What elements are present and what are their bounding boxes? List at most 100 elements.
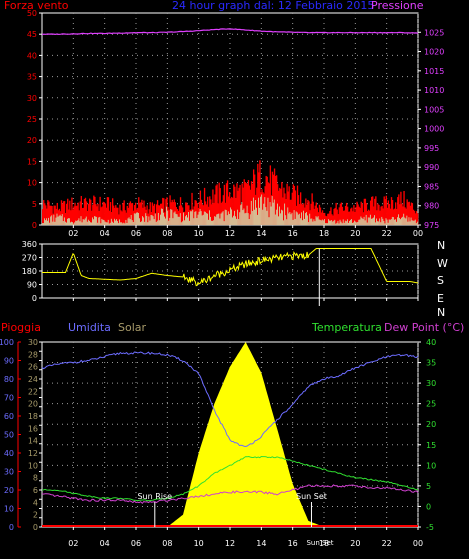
wind-average-bar (63, 217, 65, 225)
wind-gust-bar (156, 200, 159, 225)
wind-gust-bar (115, 205, 117, 225)
wind-gust-bar (77, 202, 79, 225)
right-y-tick-label: 980 (424, 202, 439, 211)
wind-gust-bar (315, 202, 317, 225)
wind-gust-bar (414, 213, 417, 225)
wind-average-bar (301, 212, 302, 225)
wind-average-bar (326, 223, 327, 225)
wind-average-bar (264, 197, 266, 225)
wind-gust-bar (187, 205, 189, 225)
x-tick-label: 20 (350, 229, 360, 238)
wind-average-bar (163, 212, 164, 225)
wind-gust-bar (396, 208, 398, 225)
wind-average-bar (330, 220, 331, 225)
wind-gust-bar (256, 187, 258, 225)
right-y-tick-label: 990 (424, 163, 439, 172)
wind-average-bar (178, 216, 180, 225)
wind-average-bar (263, 203, 265, 225)
wind-average-bar (166, 206, 168, 225)
temperature-y-tick-label: 30 (426, 379, 436, 388)
wind-average-bar (180, 222, 182, 225)
wind-gust-bar (208, 206, 210, 225)
wind-average-bar (283, 220, 284, 225)
wind-average-bar (233, 215, 234, 225)
wind-gust-bar (294, 190, 297, 225)
wind-average-bar (62, 221, 64, 225)
wind-gust-bar (118, 214, 120, 225)
left-y-tick-label: 10 (27, 179, 37, 188)
left-y-tick-label: 0 (32, 221, 37, 230)
wind-gust-bar (139, 202, 141, 225)
wind-average-bar (412, 220, 414, 225)
rain-y-tick-label: 40 (4, 449, 14, 458)
wind-gust-bar (369, 200, 372, 225)
wind-average-bar (56, 213, 58, 225)
wind-average-bar (177, 216, 179, 225)
wind-gust-bar (70, 210, 72, 225)
wind-gust-bar (351, 207, 353, 225)
wind-average-bar (121, 222, 123, 225)
wind-average-bar (98, 217, 100, 225)
wind-average-bar (257, 214, 258, 225)
wind-gust-bar (144, 206, 146, 225)
wind-average-bar (118, 223, 119, 225)
wind-gust-bar (48, 201, 50, 225)
wind-gust-bar (165, 199, 167, 225)
wind-average-bar (205, 213, 207, 225)
solar-y-tick-label: 6 (33, 486, 38, 495)
wind-average-bar (369, 214, 371, 225)
wind-average-bar (231, 209, 232, 225)
wind-average-bar (127, 218, 129, 225)
wind-gust-bar (203, 187, 206, 225)
wind-gust-bar (397, 197, 399, 225)
wind-gust-bar (244, 181, 246, 225)
wind-gust-bar (179, 197, 182, 225)
wind-gust-bar (381, 205, 383, 225)
wind-average-bar (337, 220, 339, 225)
wind-average-bar (122, 223, 124, 225)
wind-average-bar (322, 220, 324, 225)
wind-average-bar (197, 214, 199, 225)
wind-gust-bar (153, 203, 156, 225)
wind-gust-bar (338, 207, 340, 225)
wind-average-bar (170, 209, 172, 225)
wind-average-bar (380, 222, 382, 225)
wind-average-bar (204, 211, 206, 225)
solar-y-tick-label: 30 (28, 338, 38, 347)
wind-average-bar (114, 218, 115, 225)
wind-average-bar (333, 220, 335, 225)
wind-average-bar (57, 216, 59, 225)
wind-gust-bar (233, 184, 235, 225)
wind-average-bar (235, 216, 236, 225)
wind-average-bar (74, 222, 76, 225)
rain-y-tick-label: 10 (4, 505, 14, 514)
wind-gust-bar (103, 202, 105, 225)
wind-average-bar (218, 213, 220, 225)
wind-average-bar (143, 217, 145, 225)
wind-average-bar (46, 218, 47, 225)
wind-average-bar (108, 223, 110, 225)
wind-average-bar (414, 219, 416, 225)
humidity-label: Umidita (68, 321, 111, 334)
wind-average-bar (131, 220, 133, 225)
wind-gust-bar (67, 198, 69, 225)
wind-average-bar (220, 213, 222, 225)
wind-average-bar (248, 219, 250, 225)
wind-average-bar (294, 218, 296, 225)
wind-average-bar (50, 216, 52, 225)
wind-gust-bar (201, 204, 204, 225)
wind-gust-bar (207, 196, 209, 225)
wind-average-bar (314, 221, 316, 225)
wind-average-bar (183, 212, 184, 225)
wind-average-bar (188, 212, 189, 225)
x-tick-label: 04 (100, 229, 110, 238)
wind-gust-bar (169, 195, 171, 225)
rain-y-tick-label: 80 (4, 375, 14, 384)
wind-gust-bar (108, 210, 111, 225)
wind-average-bar (375, 222, 376, 225)
wind-average-bar (47, 220, 48, 225)
wind-gust-bar (227, 196, 230, 225)
left-y-tick-label: 40 (27, 51, 37, 60)
wind-gust-bar (416, 213, 419, 225)
left-y-tick-label: 20 (27, 136, 37, 145)
